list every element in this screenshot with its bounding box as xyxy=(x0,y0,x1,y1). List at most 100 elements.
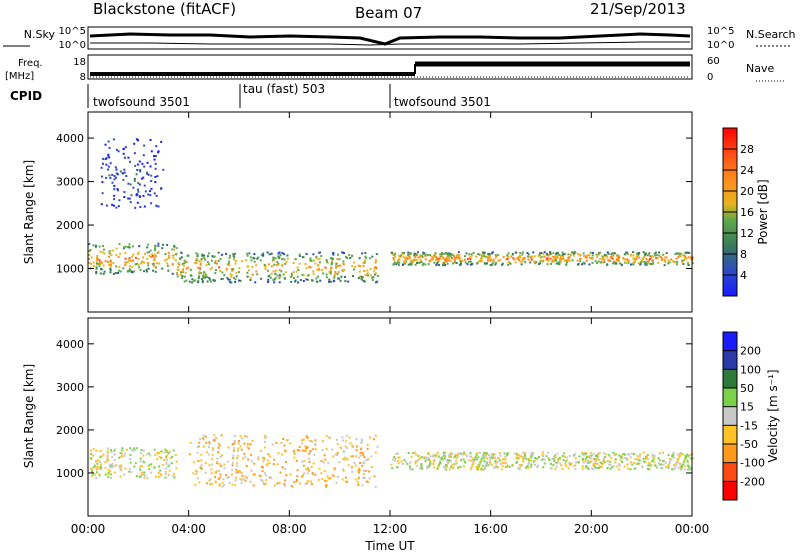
echo-cell xyxy=(675,252,678,255)
echo-cell xyxy=(121,452,123,455)
echo-cell xyxy=(140,451,143,454)
echo-cell xyxy=(563,253,566,255)
echo-cell xyxy=(273,263,276,266)
echo-cell xyxy=(335,454,338,456)
echo-cell xyxy=(364,274,367,277)
echo-cell xyxy=(432,256,435,258)
echo-cell xyxy=(95,262,98,265)
echo-cell xyxy=(494,465,497,468)
echo-cell xyxy=(233,252,236,255)
echo-cell xyxy=(306,436,309,439)
echo-cell xyxy=(327,461,330,464)
x-tick-label: 20:00 xyxy=(574,522,609,536)
echo-cell xyxy=(312,462,315,465)
echo-cell xyxy=(561,253,564,256)
echo-cell xyxy=(216,461,219,463)
echo-cell xyxy=(493,456,496,459)
echo-cell xyxy=(150,187,153,190)
echo-cell xyxy=(554,454,557,457)
echo-cell xyxy=(111,181,114,184)
echo-cell xyxy=(225,267,228,270)
echo-cell xyxy=(206,261,209,264)
echo-cell xyxy=(173,472,176,475)
echo-cell xyxy=(218,469,221,472)
echo-cell xyxy=(623,465,626,468)
velocity-colorbar-block xyxy=(723,369,737,388)
echo-cell xyxy=(137,258,140,260)
echo-cell xyxy=(303,472,306,475)
echo-cell xyxy=(530,459,532,462)
echo-cell xyxy=(409,461,412,464)
echo-cell xyxy=(644,458,647,460)
echo-cell xyxy=(88,261,91,264)
echo-cell xyxy=(523,452,526,455)
echo-cell xyxy=(558,458,561,461)
echo-cell xyxy=(162,243,164,246)
echo-cell xyxy=(337,475,339,478)
colorbar-tick-label: 28 xyxy=(740,143,754,156)
echo-cell xyxy=(96,462,99,465)
echo-cell xyxy=(553,260,556,262)
echo-cell xyxy=(585,259,588,262)
echo-cell xyxy=(358,270,361,273)
echo-cell xyxy=(443,451,445,454)
echo-cell xyxy=(156,175,159,178)
echo-cell xyxy=(133,142,136,145)
echo-cell xyxy=(299,279,302,281)
echo-cell xyxy=(144,252,147,255)
echo-cell xyxy=(521,464,524,467)
echo-cell xyxy=(583,452,586,455)
echo-cell xyxy=(221,485,224,488)
echo-cell xyxy=(684,456,687,459)
echo-cell xyxy=(305,435,308,438)
echo-cell xyxy=(332,280,335,283)
echo-cell xyxy=(607,463,610,466)
echo-cell xyxy=(469,455,472,458)
echo-cell xyxy=(231,270,234,273)
echo-cell xyxy=(363,456,366,459)
echo-cell xyxy=(128,197,131,200)
echo-cell xyxy=(333,475,336,478)
echo-cell xyxy=(112,138,115,141)
echo-cell xyxy=(257,256,260,259)
echo-cell xyxy=(365,480,368,483)
echo-cell xyxy=(110,451,113,454)
echo-cell xyxy=(552,252,555,255)
echo-cell xyxy=(206,482,209,485)
echo-cell xyxy=(330,256,333,259)
echo-cell xyxy=(454,455,457,458)
echo-cell xyxy=(618,468,620,471)
echo-cell xyxy=(441,456,444,459)
echo-cell xyxy=(160,140,163,143)
echo-cell xyxy=(113,449,116,452)
echo-cell xyxy=(318,467,321,470)
echo-cell xyxy=(247,458,250,461)
echo-cell xyxy=(375,253,378,256)
echo-cell xyxy=(93,473,96,476)
echo-cell xyxy=(586,456,588,459)
echo-cell xyxy=(124,156,126,159)
echo-cell xyxy=(201,255,203,258)
echo-cell xyxy=(432,463,435,465)
echo-cell xyxy=(256,257,259,260)
echo-cell xyxy=(668,261,671,264)
echo-cell xyxy=(550,262,552,265)
echo-cell xyxy=(555,257,558,260)
echo-cell xyxy=(652,458,655,461)
echo-cell xyxy=(122,172,124,175)
echo-cell xyxy=(602,261,605,264)
echo-cell xyxy=(495,255,498,258)
echo-cell xyxy=(443,258,446,261)
colorbar-tick-label: 4 xyxy=(740,269,747,282)
echo-cell xyxy=(495,261,498,264)
echo-cell xyxy=(542,252,545,255)
echo-cell xyxy=(590,460,593,463)
echo-cell xyxy=(228,281,231,283)
echo-cell xyxy=(241,437,244,440)
echo-cell xyxy=(212,447,215,450)
echo-cell xyxy=(511,252,514,255)
echo-cell xyxy=(107,168,109,171)
echo-cell xyxy=(686,453,689,456)
echo-cell xyxy=(488,456,491,459)
echo-cell xyxy=(133,270,135,273)
